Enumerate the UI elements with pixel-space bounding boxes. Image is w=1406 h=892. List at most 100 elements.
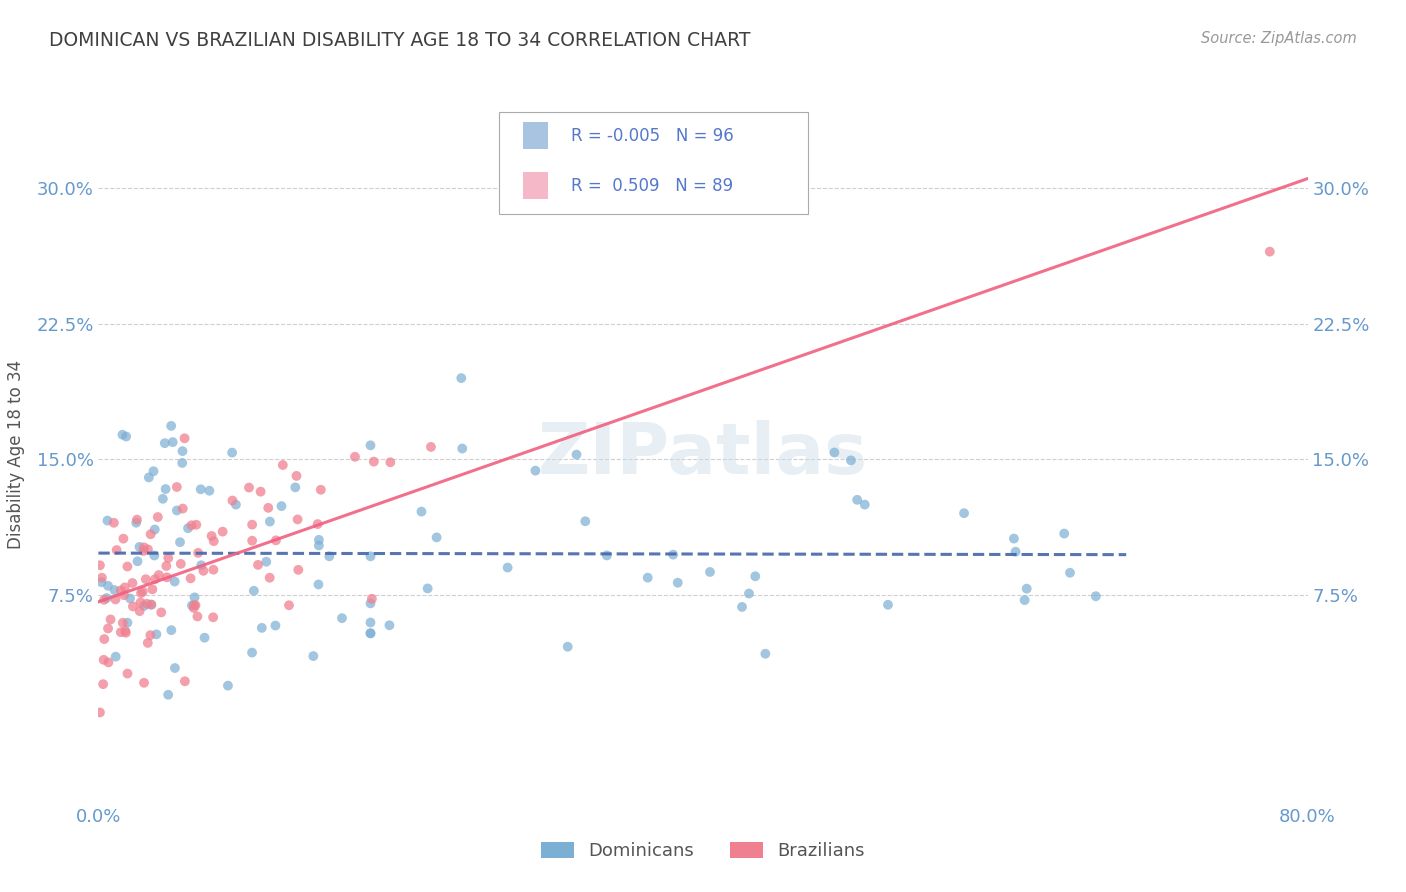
Point — [846, 492, 869, 507]
Point — [155, 482, 177, 496]
Point — [308, 539, 330, 553]
Point — [93, 653, 115, 667]
Point — [666, 575, 689, 590]
Point — [135, 572, 157, 586]
Point — [186, 609, 208, 624]
Point — [221, 493, 243, 508]
Point — [138, 470, 160, 484]
Point — [416, 582, 439, 596]
Point — [105, 543, 128, 558]
Point — [160, 623, 183, 637]
Point — [152, 491, 174, 506]
Point — [1015, 582, 1038, 596]
Point — [284, 480, 307, 494]
Point — [411, 505, 433, 519]
Point — [249, 484, 271, 499]
Point — [250, 621, 273, 635]
Point — [180, 518, 202, 533]
Point — [111, 615, 134, 630]
Point — [183, 598, 205, 612]
Point — [128, 604, 150, 618]
Point — [129, 595, 152, 609]
Point — [103, 516, 125, 530]
Point — [172, 444, 194, 458]
Point — [112, 588, 135, 602]
Point — [662, 548, 685, 562]
Point — [1002, 532, 1025, 546]
Point — [128, 540, 150, 554]
Point — [257, 500, 280, 515]
Point — [100, 612, 122, 626]
Point — [450, 371, 472, 385]
Point — [141, 598, 163, 612]
Point — [287, 512, 309, 526]
Point — [127, 554, 149, 568]
Text: Source: ZipAtlas.com: Source: ZipAtlas.com — [1201, 31, 1357, 46]
Point — [139, 527, 162, 541]
Point — [121, 576, 143, 591]
Point — [132, 544, 155, 558]
Point — [699, 565, 721, 579]
Point — [225, 498, 247, 512]
Point — [155, 559, 177, 574]
Point — [183, 591, 205, 605]
Point — [198, 483, 221, 498]
Point — [139, 598, 162, 612]
Point — [731, 599, 754, 614]
Point — [132, 541, 155, 555]
Point — [243, 583, 266, 598]
Point — [360, 615, 382, 630]
Point — [186, 517, 208, 532]
Point — [139, 628, 162, 642]
Point — [132, 584, 155, 599]
Point — [187, 546, 209, 560]
Point — [114, 625, 136, 640]
Point — [574, 514, 596, 528]
Point — [89, 558, 111, 573]
Point — [1059, 566, 1081, 580]
Point — [177, 521, 200, 535]
Point — [202, 563, 225, 577]
Point — [240, 646, 263, 660]
Point — [877, 598, 900, 612]
Point — [637, 571, 659, 585]
Point — [163, 661, 186, 675]
Point — [285, 469, 308, 483]
Point — [839, 453, 862, 467]
Point — [103, 583, 125, 598]
Point — [172, 456, 194, 470]
Point — [1053, 526, 1076, 541]
Text: DOMINICAN VS BRAZILIAN DISABILITY AGE 18 TO 34 CORRELATION CHART: DOMINICAN VS BRAZILIAN DISABILITY AGE 18… — [49, 31, 751, 50]
Point — [264, 533, 287, 548]
Point — [110, 625, 132, 640]
Point — [146, 510, 169, 524]
Point — [254, 555, 277, 569]
Point — [114, 624, 136, 638]
Point — [271, 458, 294, 472]
Point — [172, 501, 194, 516]
Point — [122, 599, 145, 614]
Text: ZIPatlas: ZIPatlas — [538, 420, 868, 490]
Point — [96, 514, 118, 528]
Point — [308, 533, 330, 547]
Point — [135, 597, 157, 611]
Legend: Dominicans, Brazilians: Dominicans, Brazilians — [541, 842, 865, 860]
Point — [97, 656, 120, 670]
Point — [110, 583, 132, 598]
Point — [117, 559, 139, 574]
Point — [162, 435, 184, 450]
Point — [524, 464, 547, 478]
Point — [211, 524, 233, 539]
Point — [90, 571, 112, 585]
Point — [174, 674, 197, 689]
Point — [132, 675, 155, 690]
Point — [193, 564, 215, 578]
Text: R = -0.005   N = 96: R = -0.005 N = 96 — [571, 127, 734, 145]
Point — [363, 455, 385, 469]
Point — [93, 632, 115, 646]
Y-axis label: Disability Age 18 to 34: Disability Age 18 to 34 — [7, 360, 25, 549]
Point — [157, 551, 180, 566]
Point — [343, 450, 366, 464]
Point — [91, 677, 114, 691]
Point — [114, 581, 136, 595]
